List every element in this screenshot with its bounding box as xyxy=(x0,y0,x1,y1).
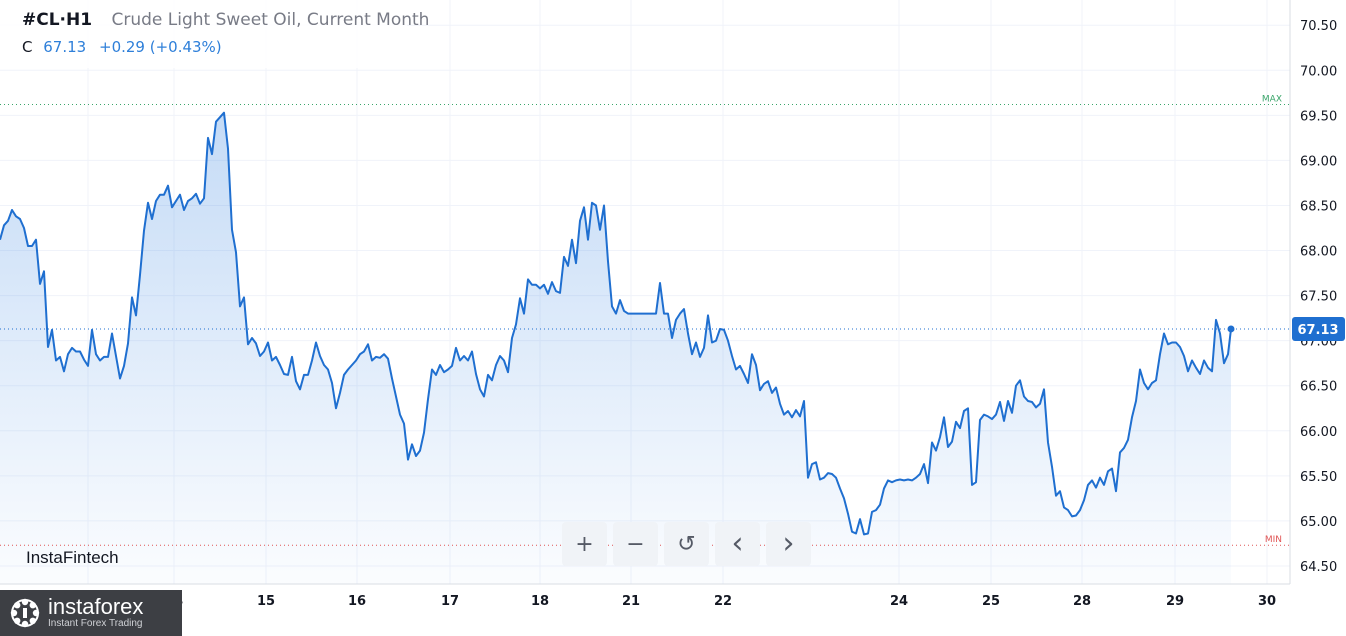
x-tick-label: 17 xyxy=(441,594,459,609)
last-price-badge xyxy=(1292,316,1345,341)
symbol-label: #CL·H1 xyxy=(22,10,93,30)
x-tick-label: 28 xyxy=(1073,594,1091,609)
y-tick-label: 67.50 xyxy=(1300,290,1337,305)
chevron-right-icon: › xyxy=(782,526,795,561)
series-area-fill xyxy=(0,112,1231,584)
close-value: 67.13 xyxy=(43,38,87,56)
x-tick-label: 25 xyxy=(982,594,1000,609)
x-tick-label: 29 xyxy=(1166,594,1184,609)
instafintech-brand: InstaFintech xyxy=(26,548,119,567)
y-tick-label: 66.50 xyxy=(1300,380,1337,395)
minus-icon: − xyxy=(626,531,645,557)
x-tick-label: 21 xyxy=(622,594,640,609)
x-tick-label: 16 xyxy=(348,594,366,609)
plus-icon: + xyxy=(575,531,594,557)
max-label: MAX xyxy=(1262,95,1282,105)
scroll-left-button[interactable]: ‹ xyxy=(715,522,760,566)
chart-controls: + − ↺ ‹ › xyxy=(562,522,811,566)
last-price-dot xyxy=(1227,325,1235,333)
chart-legend: #CL·H1 Crude Light Sweet Oil, Current Mo… xyxy=(0,0,429,68)
y-tick-label: 69.50 xyxy=(1300,109,1337,124)
y-tick-label: 65.50 xyxy=(1300,470,1337,485)
instaforex-logo[interactable]: instaforex Instant Forex Trading xyxy=(0,590,182,636)
price-axis: 70.5070.0069.5069.0068.5068.0067.5067.00… xyxy=(1289,0,1345,584)
last-price-badge-label: 67.13 xyxy=(1297,323,1338,338)
logo-name: instaforex xyxy=(48,594,144,619)
y-tick-label: 68.00 xyxy=(1300,245,1337,260)
instaforex-logo-icon xyxy=(10,598,40,628)
x-tick-label: 30 xyxy=(1258,594,1276,609)
close-label: C xyxy=(22,38,33,56)
y-tick-label: 66.00 xyxy=(1300,425,1337,440)
logo-tagline: Instant Forex Trading xyxy=(48,618,143,629)
x-tick-label: 18 xyxy=(531,594,549,609)
y-tick-label: 64.50 xyxy=(1300,560,1337,575)
y-tick-label: 69.00 xyxy=(1300,154,1337,169)
min-label: MIN xyxy=(1265,535,1282,545)
scroll-right-button[interactable]: › xyxy=(766,522,811,566)
chevron-left-icon: ‹ xyxy=(731,526,744,561)
instrument-description: Crude Light Sweet Oil, Current Month xyxy=(111,10,430,30)
series-line xyxy=(0,111,1232,536)
price-change: +0.29 (+0.43%) xyxy=(99,38,222,56)
reset-button[interactable]: ↺ xyxy=(664,522,709,566)
x-tick-label: 22 xyxy=(714,594,732,609)
x-tick-label: 15 xyxy=(257,594,275,609)
x-tick-label: 24 xyxy=(890,594,908,609)
zoom-out-button[interactable]: − xyxy=(613,522,658,566)
time-axis: 11141516171821222425282930 xyxy=(0,583,1290,609)
zoom-in-button[interactable]: + xyxy=(562,522,607,566)
y-tick-label: 65.00 xyxy=(1300,515,1337,530)
reset-icon: ↺ xyxy=(677,531,696,557)
y-tick-label: 70.00 xyxy=(1300,64,1337,79)
y-tick-label: 68.50 xyxy=(1300,199,1337,214)
y-tick-label: 70.50 xyxy=(1300,19,1337,34)
price-area xyxy=(0,111,1232,584)
